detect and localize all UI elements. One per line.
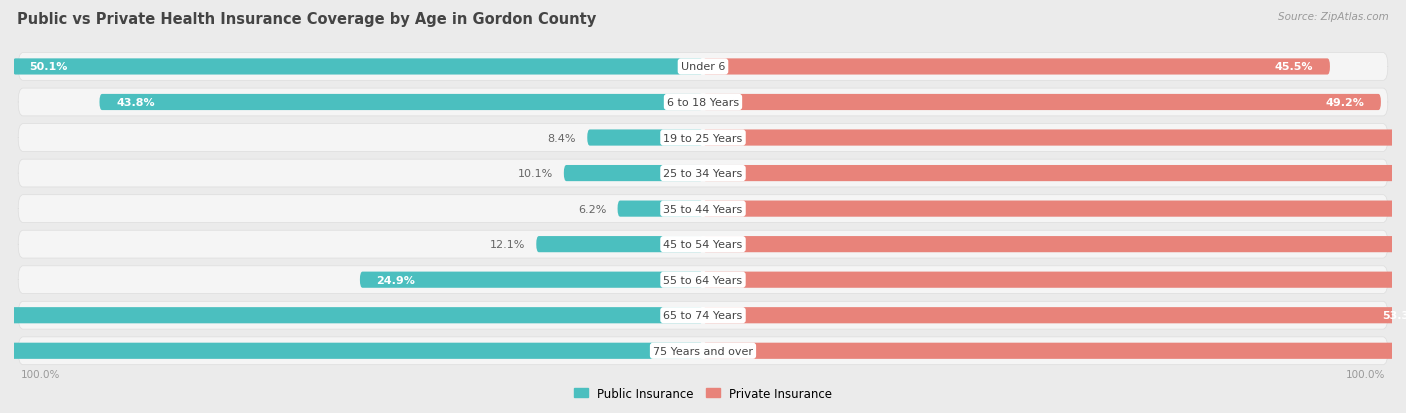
FancyBboxPatch shape [703, 95, 1381, 111]
Text: 49.2%: 49.2% [1326, 98, 1364, 108]
FancyBboxPatch shape [18, 301, 1388, 329]
FancyBboxPatch shape [703, 166, 1406, 182]
Text: 45.5%: 45.5% [1275, 62, 1313, 72]
Text: 35 to 44 Years: 35 to 44 Years [664, 204, 742, 214]
Text: 75 Years and over: 75 Years and over [652, 346, 754, 356]
FancyBboxPatch shape [18, 337, 1388, 365]
Text: 55 to 64 Years: 55 to 64 Years [664, 275, 742, 285]
Text: 100.0%: 100.0% [1346, 369, 1385, 379]
FancyBboxPatch shape [703, 201, 1406, 217]
FancyBboxPatch shape [18, 160, 1388, 188]
FancyBboxPatch shape [703, 307, 1406, 323]
FancyBboxPatch shape [100, 95, 703, 111]
Text: 10.1%: 10.1% [517, 169, 553, 179]
Text: 45 to 54 Years: 45 to 54 Years [664, 240, 742, 249]
FancyBboxPatch shape [703, 130, 1406, 146]
Text: Public vs Private Health Insurance Coverage by Age in Gordon County: Public vs Private Health Insurance Cover… [17, 12, 596, 27]
Legend: Public Insurance, Private Insurance: Public Insurance, Private Insurance [569, 382, 837, 404]
FancyBboxPatch shape [18, 266, 1388, 294]
Text: 24.9%: 24.9% [377, 275, 415, 285]
Text: Source: ZipAtlas.com: Source: ZipAtlas.com [1278, 12, 1389, 22]
FancyBboxPatch shape [703, 343, 1406, 359]
Text: 19 to 25 Years: 19 to 25 Years [664, 133, 742, 143]
Text: 53.3%: 53.3% [1382, 311, 1406, 320]
FancyBboxPatch shape [18, 231, 1388, 259]
Text: 25 to 34 Years: 25 to 34 Years [664, 169, 742, 179]
FancyBboxPatch shape [703, 237, 1406, 253]
FancyBboxPatch shape [536, 237, 703, 253]
Text: 50.1%: 50.1% [30, 62, 67, 72]
Text: 100.0%: 100.0% [21, 369, 60, 379]
Text: 6 to 18 Years: 6 to 18 Years [666, 98, 740, 108]
Text: 6.2%: 6.2% [578, 204, 606, 214]
FancyBboxPatch shape [703, 59, 1330, 75]
Text: 65 to 74 Years: 65 to 74 Years [664, 311, 742, 320]
Text: 12.1%: 12.1% [489, 240, 526, 249]
FancyBboxPatch shape [18, 53, 1388, 81]
Text: 43.8%: 43.8% [117, 98, 155, 108]
FancyBboxPatch shape [703, 272, 1406, 288]
FancyBboxPatch shape [18, 124, 1388, 152]
FancyBboxPatch shape [13, 59, 703, 75]
FancyBboxPatch shape [564, 166, 703, 182]
FancyBboxPatch shape [360, 272, 703, 288]
FancyBboxPatch shape [0, 307, 703, 323]
FancyBboxPatch shape [18, 195, 1388, 223]
FancyBboxPatch shape [617, 201, 703, 217]
FancyBboxPatch shape [18, 89, 1388, 116]
FancyBboxPatch shape [588, 130, 703, 146]
Text: 8.4%: 8.4% [548, 133, 576, 143]
Text: Under 6: Under 6 [681, 62, 725, 72]
FancyBboxPatch shape [0, 343, 703, 359]
